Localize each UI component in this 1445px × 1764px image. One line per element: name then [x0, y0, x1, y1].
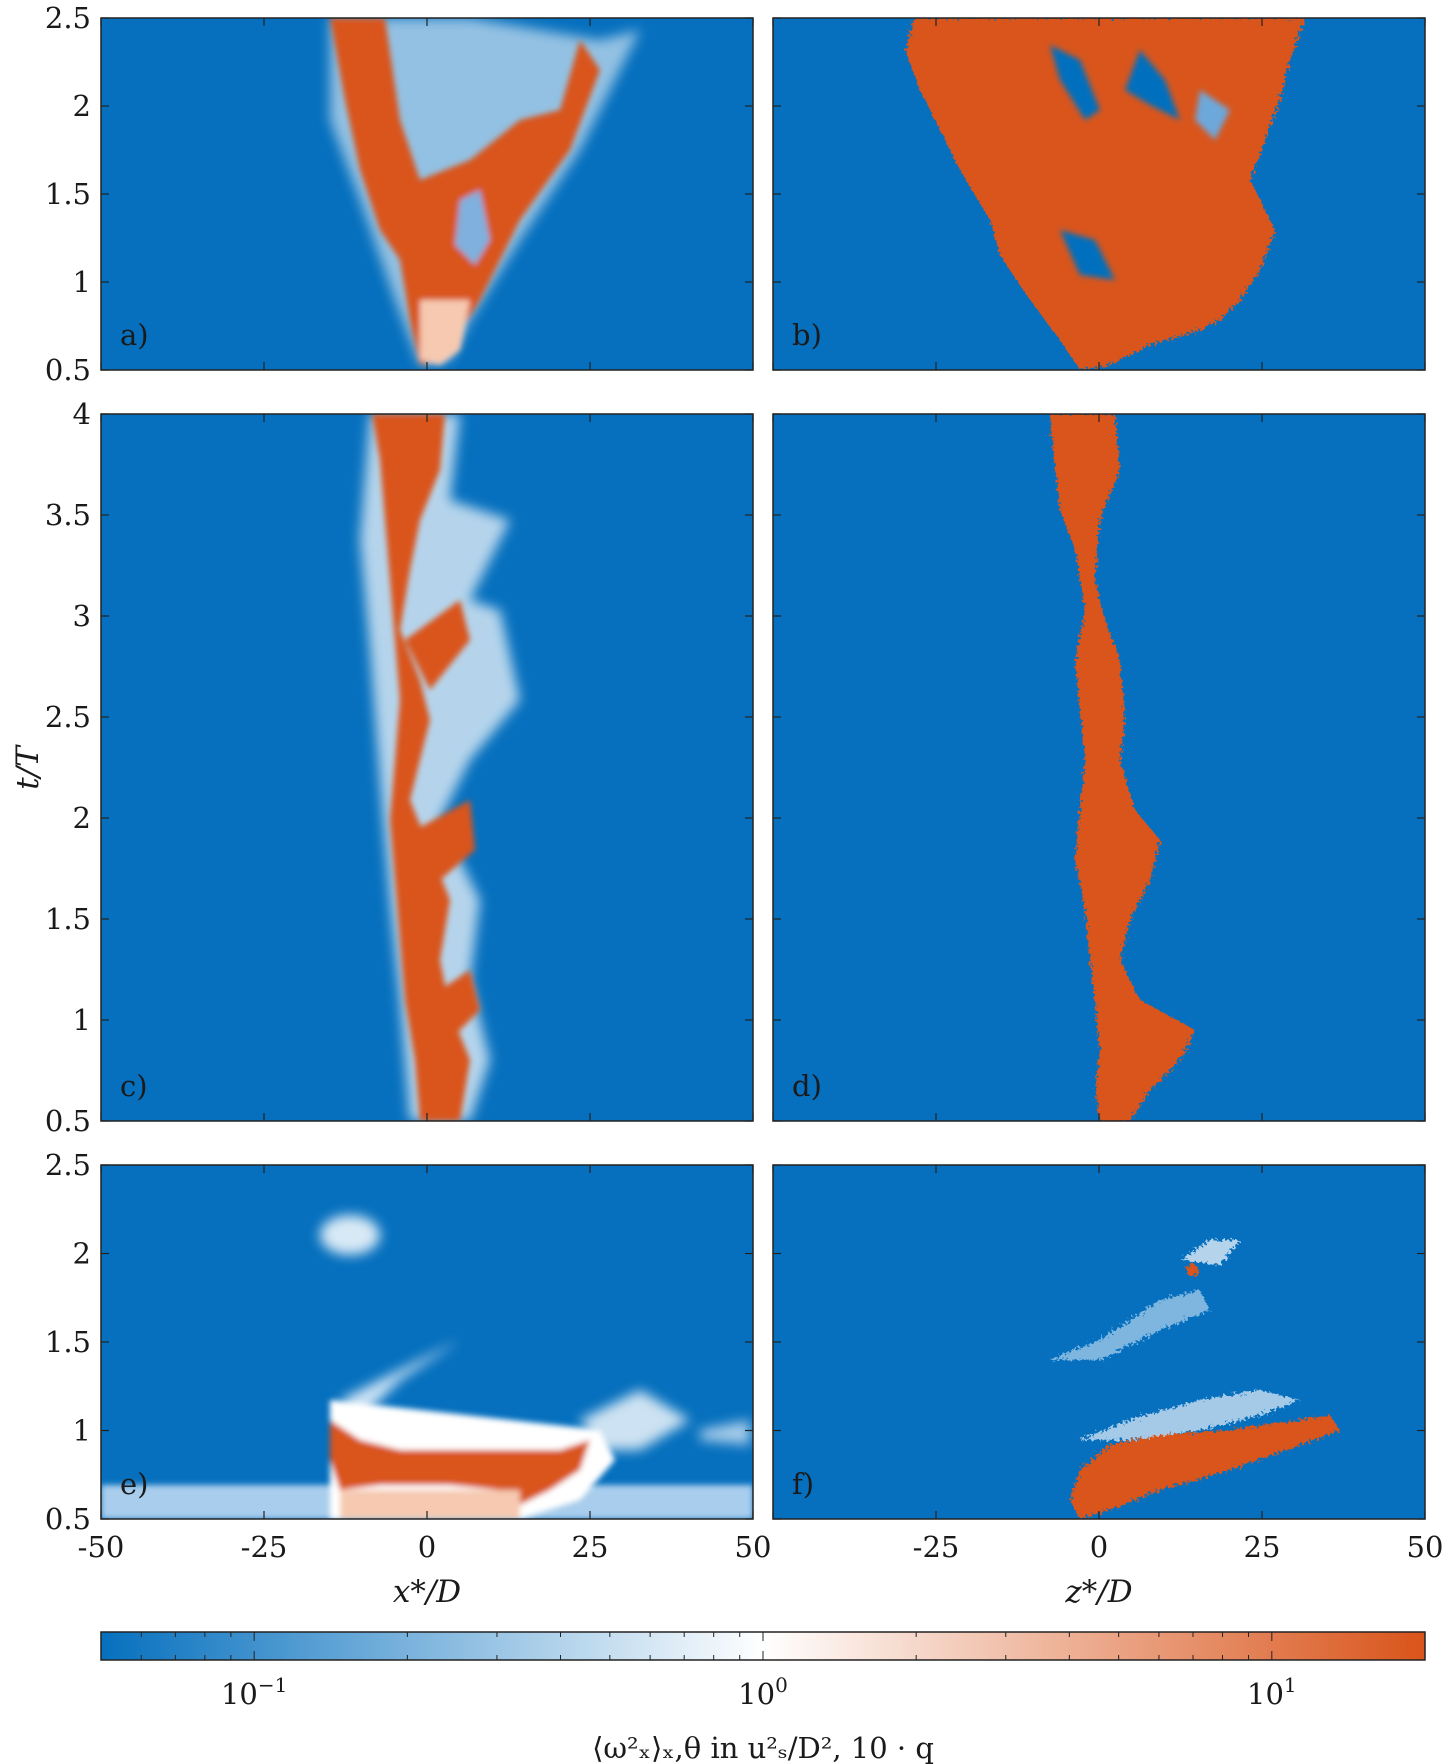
- y-tick-label: 1: [73, 1414, 91, 1448]
- x-tick-label: 0: [418, 1530, 436, 1564]
- x-axis-label-right: z*/D: [1064, 1574, 1132, 1610]
- y-tick-label: 1.5: [45, 1325, 91, 1359]
- panel-d: d): [772, 413, 1426, 1122]
- y-tick-label: 2: [73, 801, 91, 835]
- x-tick-label: -25: [913, 1530, 960, 1564]
- y-tick-label: 2: [73, 89, 91, 123]
- y-tick-label: 2.5: [45, 1, 91, 35]
- y-axis-label: t/T: [10, 744, 46, 790]
- y-tick-label: 4: [73, 397, 91, 431]
- panel-b: b): [772, 17, 1426, 371]
- panel-a-field: [330, 18, 640, 365]
- x-tick-label: 50: [1407, 1530, 1444, 1564]
- axis-ticks: 0.5 1 1.5 2 2.5 0.5 1 1.5 2 2.5 3 3.5 4 0.5 1 1.5 2 2.5 -5…: [45, 1, 1444, 1564]
- panel-b-field: [905, 18, 1305, 370]
- y-tick-label: 1: [73, 1003, 91, 1037]
- x-tick-label: 50: [735, 1530, 772, 1564]
- x-tick-label: -50: [78, 1530, 125, 1564]
- panel-d-label: d): [792, 1069, 822, 1103]
- colorbar-ticks: 10−1 100 101: [100, 1632, 1426, 1711]
- y-tick-label: 2.5: [45, 700, 91, 734]
- panel-e: e): [100, 1164, 754, 1520]
- panel-c: c): [100, 413, 754, 1122]
- panel-e-field: [101, 1215, 753, 1519]
- y-tick-label: 1: [73, 265, 91, 299]
- panel-f: f): [772, 1164, 1426, 1520]
- colorbar-tick-label: 10−1: [221, 1673, 287, 1711]
- colorbar-tick-label: 100: [738, 1673, 788, 1711]
- x-tick-label: 0: [1090, 1530, 1108, 1564]
- x-tick-label: 25: [572, 1530, 609, 1564]
- panel-f-field: [1050, 1240, 1340, 1519]
- panel-e-label: e): [120, 1467, 148, 1501]
- y-tick-label: 2: [73, 1237, 91, 1271]
- y-tick-label: 3.5: [45, 498, 91, 532]
- y-tick-label: 0.5: [45, 1104, 91, 1138]
- panel-f-label: f): [792, 1467, 814, 1501]
- y-tick-label: 1.5: [45, 177, 91, 211]
- panel-a: a): [100, 17, 754, 371]
- colorbar: 10−1 100 101 ⟨ω²ₓ⟩ₓ,θ in u²ₛ/D², 10 · q: [100, 1631, 1426, 1764]
- y-tick-label: 3: [73, 599, 91, 633]
- panel-c-label: c): [120, 1069, 148, 1103]
- panel-c-field: [360, 414, 520, 1121]
- panel-d-field: [1050, 414, 1195, 1121]
- y-tick-label: 0.5: [45, 353, 91, 387]
- y-tick-label: 0.5: [45, 1502, 91, 1536]
- panel-b-label: b): [792, 318, 822, 352]
- y-tick-label: 1.5: [45, 902, 91, 936]
- panel-a-label: a): [120, 318, 149, 352]
- x-axis-label-left: x*/D: [393, 1574, 461, 1610]
- y-tick-label: 2.5: [45, 1148, 91, 1182]
- colorbar-tick-label: 101: [1247, 1673, 1297, 1711]
- colorbar-label: ⟨ω²ₓ⟩ₓ,θ in u²ₛ/D², 10 · q: [592, 1731, 934, 1764]
- x-tick-label: -25: [241, 1530, 288, 1564]
- x-tick-label: 25: [1244, 1530, 1281, 1564]
